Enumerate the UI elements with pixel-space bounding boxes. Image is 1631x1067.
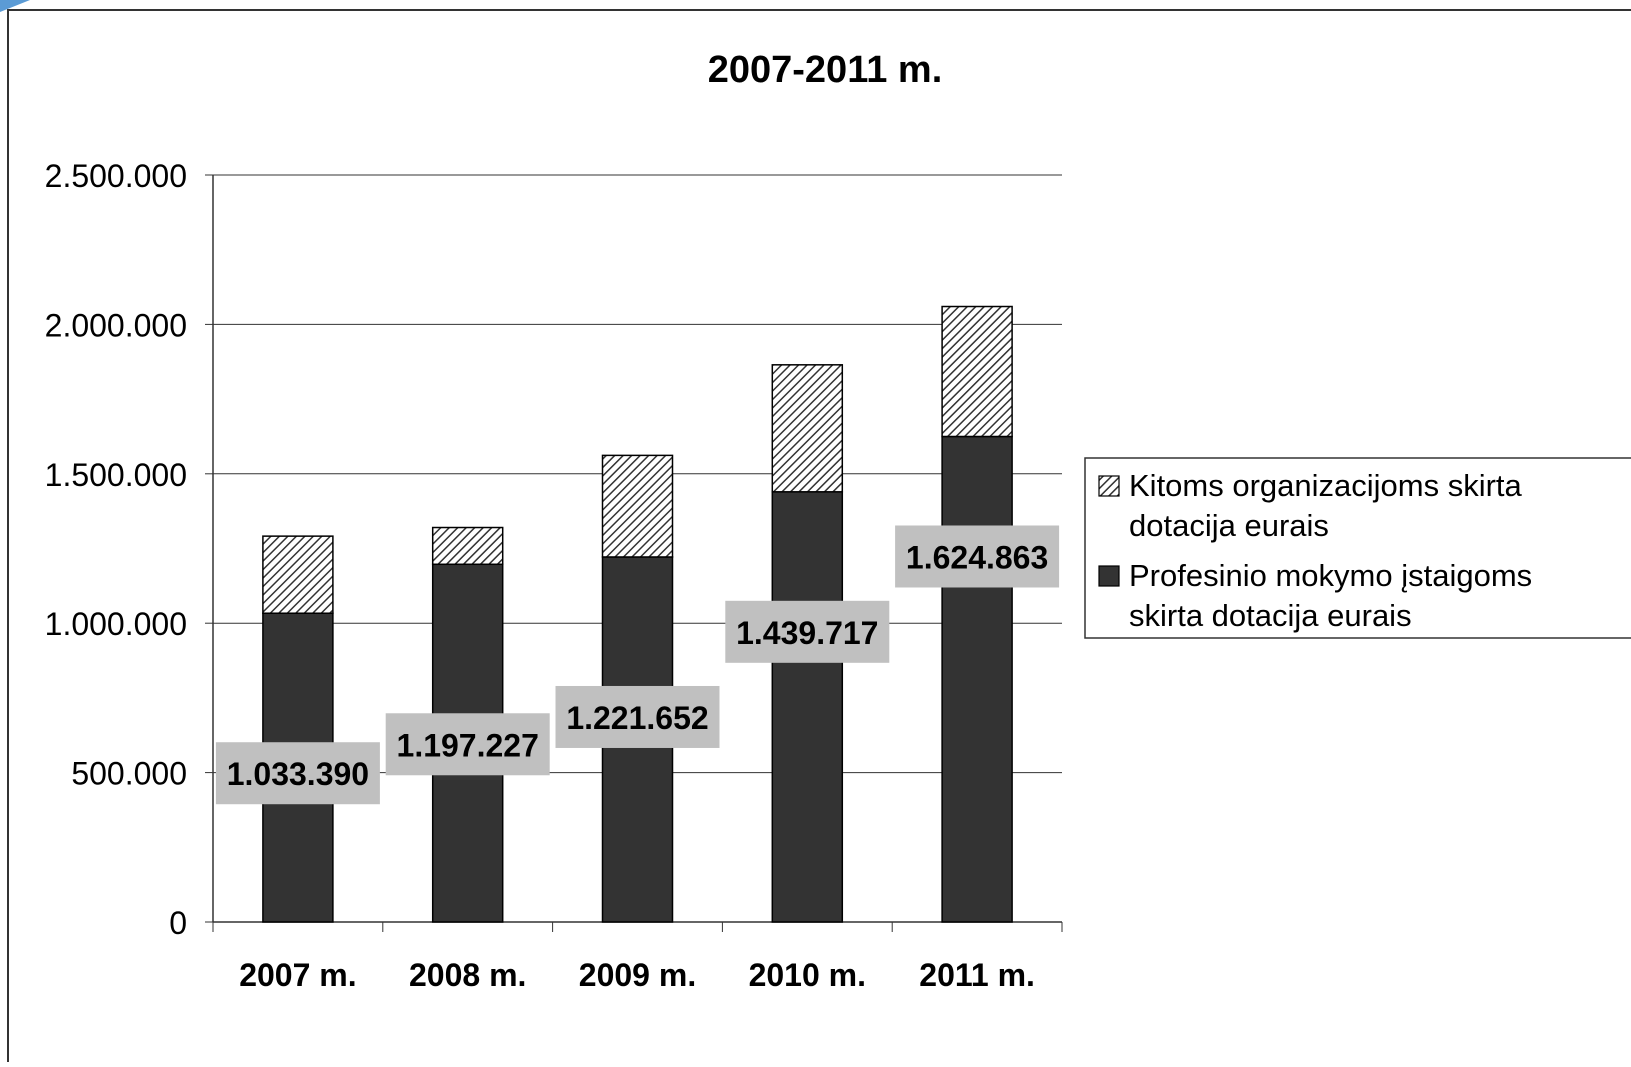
data-label: 1.033.390: [227, 756, 369, 792]
bar-segment-kitoms: [431, 526, 504, 566]
data-label: 1.624.863: [906, 539, 1048, 575]
legend-item-kitoms: Kitoms organizacijoms skirta: [1129, 468, 1523, 503]
chart-title: 2007-2011 m.: [708, 49, 943, 91]
y-tick-label: 2.500.000: [45, 158, 187, 194]
corner-accent: [0, 0, 30, 12]
axes: 0 500.000 1.000.000 1.500.000 2.000.000 2.500…: [45, 158, 1063, 993]
bar-segment-kitoms: [601, 454, 674, 558]
data-label-box: [725, 600, 890, 663]
x-tick-label: 2011 m.: [919, 957, 1035, 993]
data-label-box: [385, 713, 550, 776]
y-tick-label: 0: [169, 905, 187, 941]
x-tick-label: 2007 m.: [239, 957, 356, 993]
chart-border: [7, 9, 1631, 1067]
data-label-box: [895, 525, 1060, 588]
bar-segment-kitoms: [941, 305, 1013, 438]
y-tick-label: 500.000: [71, 756, 187, 792]
data-label: 1.221.652: [566, 700, 708, 736]
legend-item-profesinio: Profesinio mokymo įstaigoms: [1129, 558, 1532, 593]
bar-segment-kitoms: [262, 535, 334, 614]
y-tick-label: 1.500.000: [45, 457, 187, 493]
y-tick-label: 2.000.000: [45, 307, 187, 343]
legend: Kitoms organizacijoms skirta dotacija eur…: [1084, 457, 1631, 639]
bars: [262, 305, 1013, 923]
legend-box: [1084, 457, 1631, 639]
data-label: 1.197.227: [397, 727, 539, 763]
legend-item-profesinio: skirta dotacija eurais: [1129, 598, 1412, 633]
data-labels: 1.033.390 1.197.227 1.221.652 1.439.717 1.62…: [215, 525, 1060, 805]
y-tick-label: 1.000.000: [45, 606, 187, 642]
x-tick-label: 2010 m.: [749, 957, 866, 993]
data-label: 1.439.717: [736, 615, 878, 651]
legend-swatch: [1098, 565, 1120, 587]
bar-segment-kitoms: [771, 364, 844, 493]
x-tick-label: 2009 m.: [579, 957, 696, 993]
data-label-box: [555, 685, 720, 748]
bar-segment-profesinio: [771, 491, 844, 923]
bar-segment-profesinio: [941, 435, 1013, 923]
legend-item-kitoms: dotacija eurais: [1129, 508, 1329, 543]
x-tick-label: 2008 m.: [409, 957, 526, 993]
legend-swatch: [1098, 475, 1120, 497]
data-label-box: [215, 742, 380, 805]
